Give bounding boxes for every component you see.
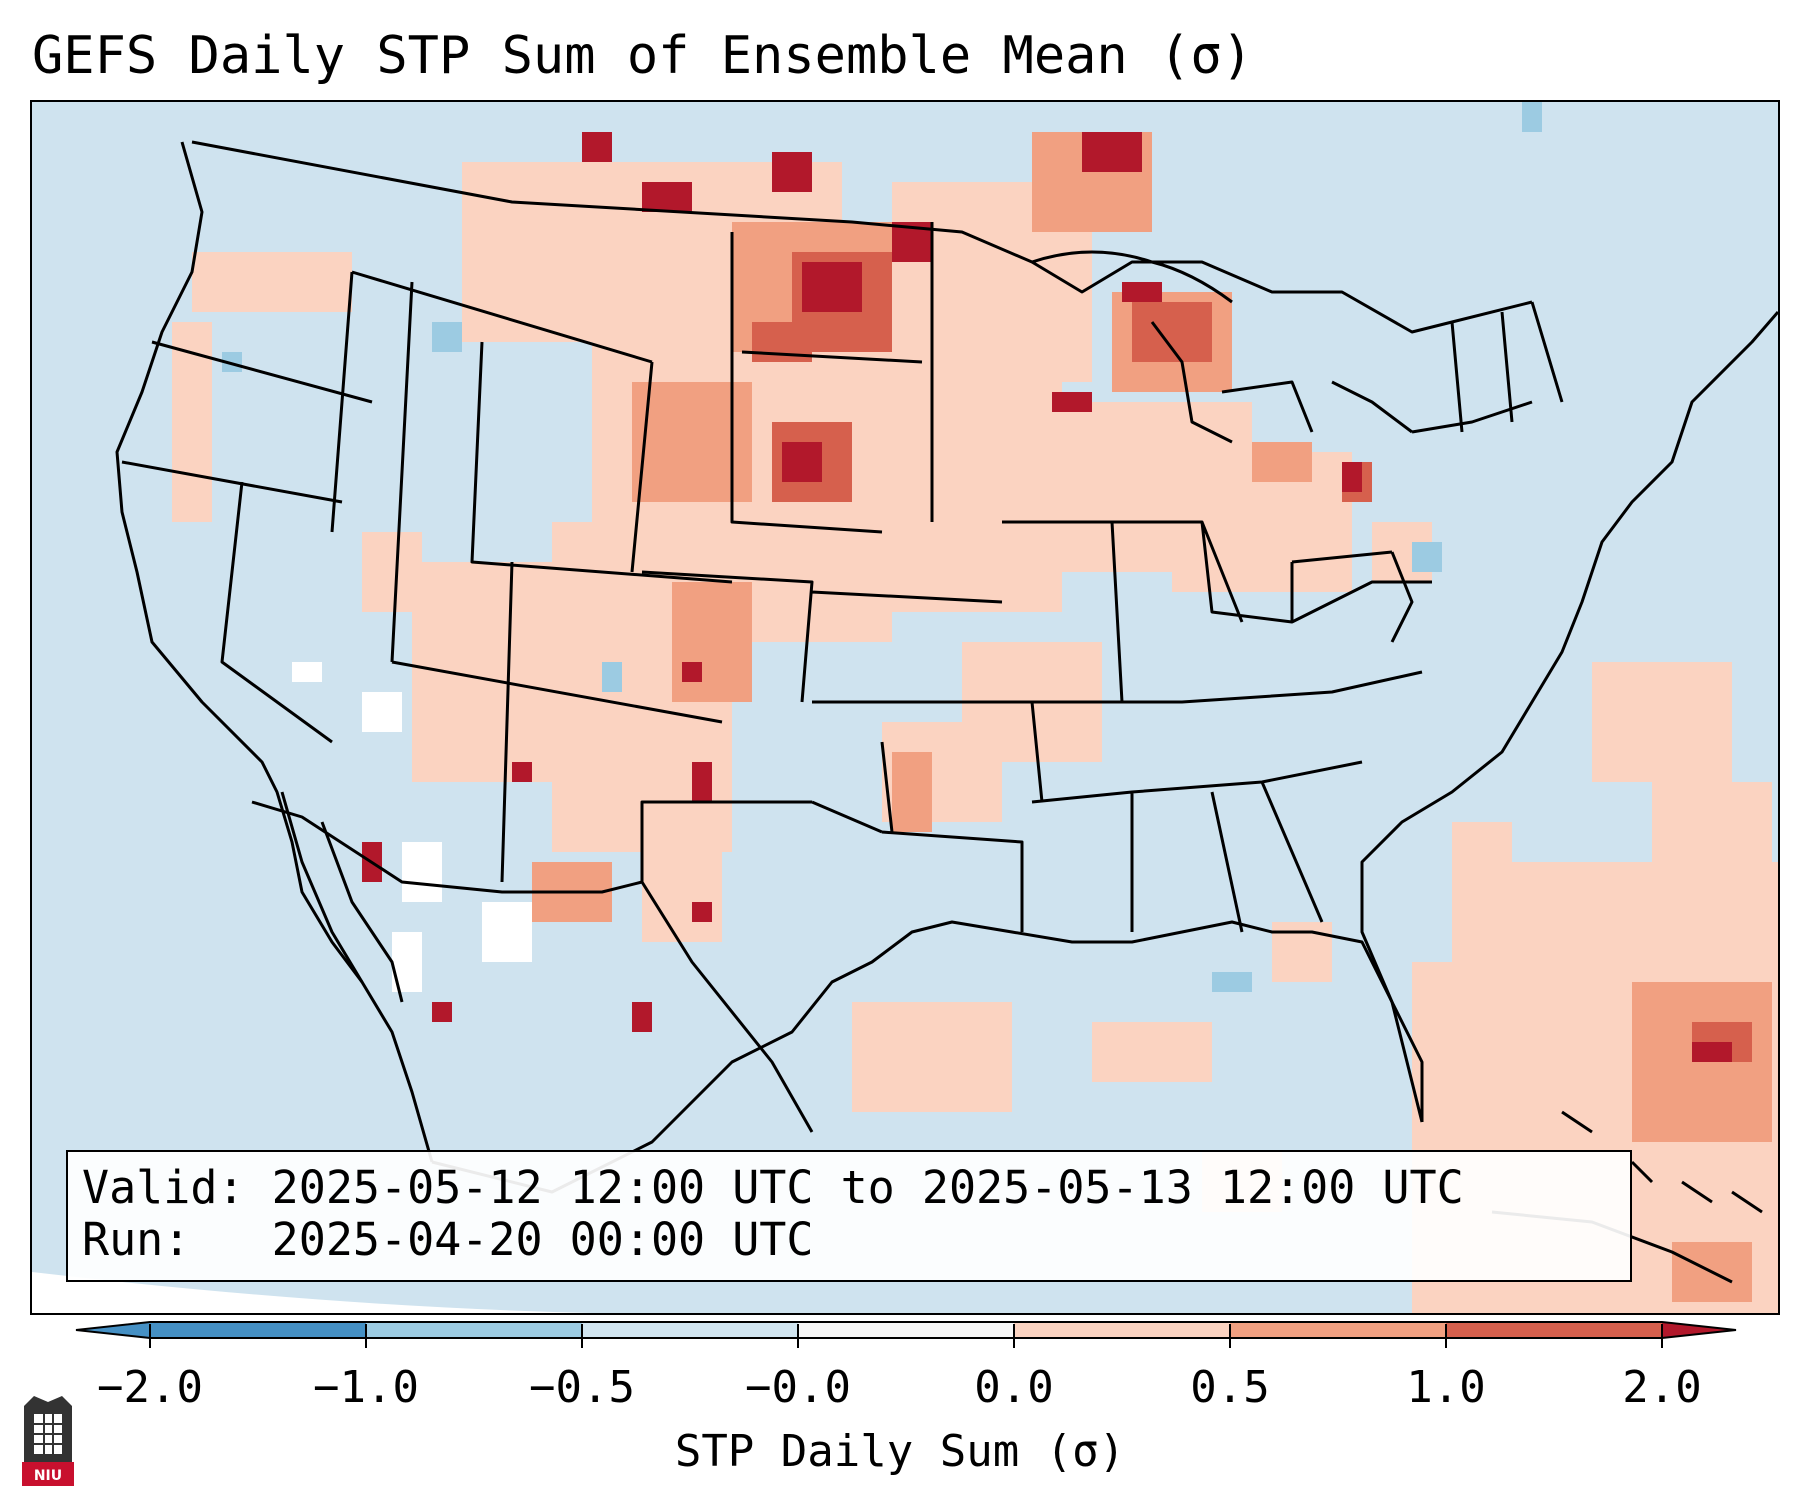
colorbar-segment (1014, 1322, 1230, 1338)
colorbar (75, 1321, 1737, 1348)
map-panel (30, 100, 1780, 1315)
boundaries (115, 140, 1778, 1284)
stp-positive-blocks (172, 132, 1778, 1313)
page-title: GEFS Daily STP Sum of Ensemble Mean (σ) (32, 26, 1253, 86)
us-mexico-border (251, 800, 814, 1133)
colorbar-segment (1230, 1322, 1446, 1338)
stp-negative-blocks (222, 102, 1542, 992)
colorbar-tick-label: −0.5 (529, 1362, 635, 1413)
run-time-text: Run: 2025-04-20 00:00 UTC (82, 1213, 814, 1266)
colorbar-title: STP Daily Sum (σ) (674, 1426, 1126, 1477)
niu-logo-icon: NIU (20, 1392, 76, 1488)
colorbar-segment (582, 1322, 798, 1338)
map-canvas (32, 102, 1778, 1313)
baja-coastline (280, 791, 404, 1003)
colorbar-tick-label: 0.5 (1190, 1362, 1270, 1413)
colorbar-tick-label: −0.0 (745, 1362, 851, 1413)
colorbar-tick-label: 1.0 (1406, 1362, 1486, 1413)
colorbar-segment (150, 1322, 366, 1338)
colorbar-tick-label: −2.0 (97, 1362, 203, 1413)
colorbar-tick-label: −1.0 (313, 1362, 419, 1413)
colorbar-extend-max (1662, 1322, 1736, 1338)
gulf-coastline (431, 920, 1424, 1194)
colorbar-tick-label: 0.0 (974, 1362, 1054, 1413)
colorbar-segment (366, 1322, 582, 1338)
colorbar-segment (798, 1322, 1014, 1338)
atlantic-coastline (1360, 311, 1778, 1123)
colorbar-tick-label: 2.0 (1622, 1362, 1702, 1413)
caribbean-islands (1491, 1110, 1763, 1284)
outside-domain-area (32, 1272, 592, 1313)
great-lakes (1031, 250, 1533, 444)
state-lines (121, 222, 1564, 933)
colorbar-extend-min (76, 1322, 150, 1338)
colorbar-segment (1446, 1322, 1662, 1338)
valid-run-info-box: Valid: 2025-05-12 12:00 UTC to 2025-05-1… (66, 1150, 1632, 1282)
us-canada-border (191, 140, 1533, 334)
logo-text: NIU (33, 1468, 63, 1484)
colorbar-outline (75, 1321, 1737, 1339)
valid-time-text: Valid: 2025-05-12 12:00 UTC to 2025-05-1… (82, 1161, 1464, 1214)
